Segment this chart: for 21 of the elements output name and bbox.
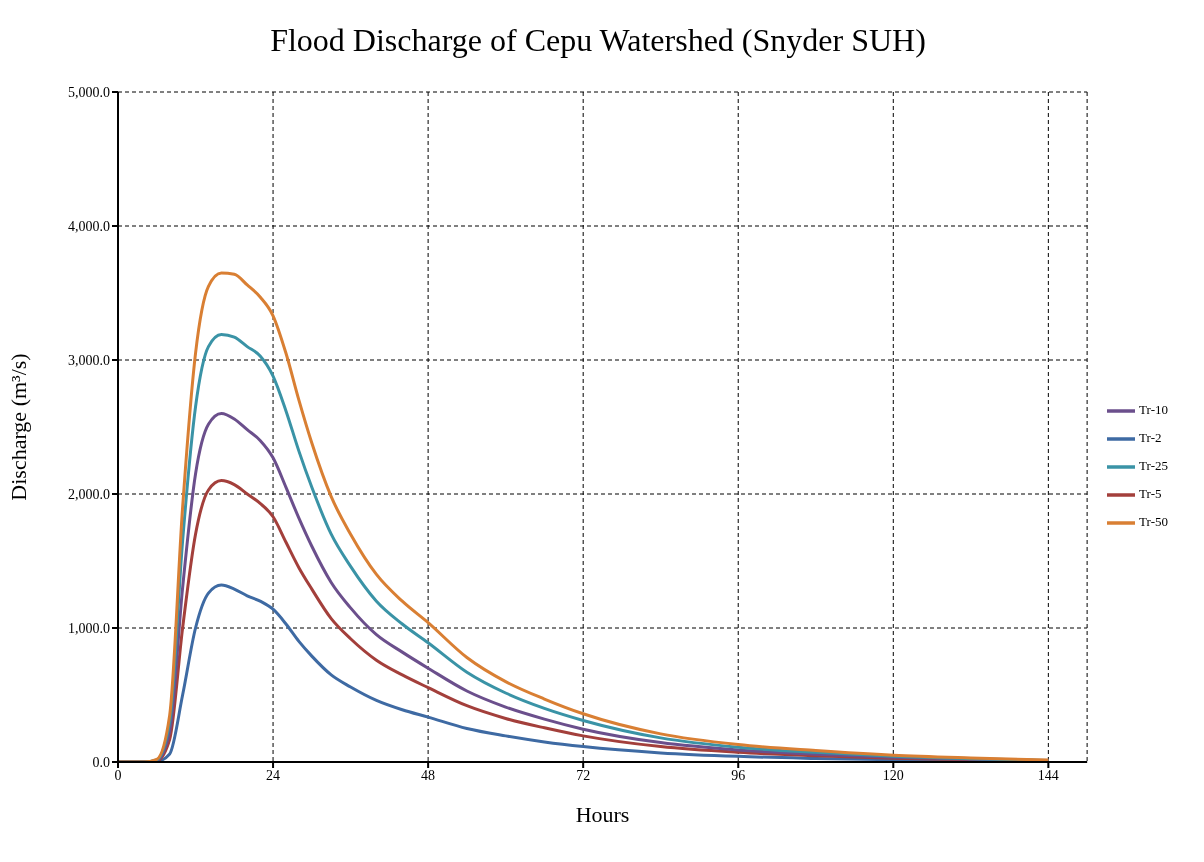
y-axis-title: Discharge (m³/s) [5, 353, 31, 501]
y-tick-label: 5,000.0 [68, 84, 110, 100]
y-tick-label: 0.0 [92, 754, 110, 770]
x-tick-label: 0 [114, 767, 122, 783]
x-tick-label: 120 [882, 767, 904, 783]
x-tick-label: 48 [421, 767, 436, 783]
x-tick-label: 72 [576, 767, 591, 783]
legend-label: Tr-50 [1139, 513, 1168, 529]
chart-title: Flood Discharge of Cepu Watershed (Snyder SUH) [269, 21, 927, 60]
legend-label: Tr-2 [1139, 429, 1162, 445]
legend-label: Tr-10 [1139, 401, 1168, 417]
legend-label: Tr-5 [1139, 485, 1162, 501]
x-tick-label: 144 [1037, 767, 1059, 783]
legend-label: Tr-25 [1139, 457, 1168, 473]
x-axis-title: Hours [575, 802, 630, 827]
x-tick-label: 96 [731, 767, 746, 783]
y-tick-label: 2,000.0 [68, 486, 110, 502]
y-tick-label: 1,000.0 [68, 620, 110, 636]
y-tick-label: 3,000.0 [68, 352, 110, 368]
x-tick-label: 24 [266, 767, 281, 783]
y-tick-label: 4,000.0 [68, 218, 110, 234]
